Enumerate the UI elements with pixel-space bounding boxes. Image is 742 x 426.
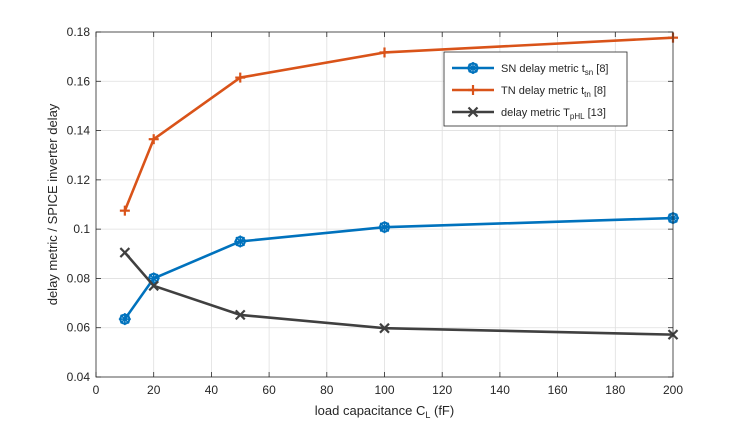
legend: SN delay metric tsn [8]TN delay metric t… [443, 51, 628, 127]
legend-item: SN delay metric tsn [8] [452, 62, 609, 77]
x-tick-label: 160 [548, 383, 568, 397]
marker-spoke [379, 222, 390, 232]
data-point [235, 72, 246, 83]
y-tick-label: 0.08 [67, 271, 91, 285]
marker-spoke [120, 314, 130, 324]
x-tick-label: 180 [605, 383, 625, 397]
x-tick-label: 100 [374, 383, 394, 397]
legend-label: SN delay metric tsn [8] [501, 63, 609, 77]
marker-x-b [148, 280, 159, 292]
data-point [378, 221, 391, 234]
legend-marker [467, 106, 479, 118]
legend-label-sub: tn [584, 90, 591, 99]
marker-x-b [119, 247, 131, 258]
x-tick-label: 40 [205, 383, 219, 397]
y-tick-label: 0.04 [67, 370, 91, 384]
legend-label-main: TN delay metric t [501, 85, 584, 97]
data-point [379, 322, 390, 334]
legend-label-sub: pHL [570, 112, 585, 121]
data-point [234, 235, 247, 248]
data-point [118, 313, 131, 326]
axis-ticks: 0 20 40 60 80 100 120 140 160 180 200 0.04 0.06 0.08 0… [67, 25, 684, 397]
series-layer [118, 32, 679, 340]
x-tick-label: 20 [147, 383, 161, 397]
legend-label-sub: sn [585, 68, 593, 77]
x-tick-label: 0 [93, 383, 100, 397]
data-point [148, 134, 159, 145]
marker-spoke [468, 63, 478, 73]
y-tick-label: 0.16 [67, 74, 91, 88]
x-tick-label: 60 [262, 383, 276, 397]
legend-label: delay metric TpHL [13] [501, 107, 606, 121]
y-axis-label: delay metric / SPICE inverter delay [45, 103, 60, 305]
data-point [234, 309, 246, 321]
legend-label-suffix: [13] [585, 107, 606, 119]
y-tick-label: 0.1 [73, 222, 90, 236]
marker-x-b [234, 309, 246, 321]
y-tick-label: 0.18 [67, 25, 91, 39]
legend-label-suffix: [8] [593, 63, 608, 75]
legend-marker [467, 62, 479, 74]
marker-x-b [467, 106, 479, 118]
legend-marker [468, 85, 478, 95]
data-point [119, 247, 131, 258]
legend-label: TN delay metric ttn [8] [501, 85, 606, 99]
x-tick-label: 140 [490, 383, 510, 397]
data-point [119, 205, 130, 216]
x-axis-label: load capacitance CL (fF) [315, 403, 454, 420]
data-point [148, 280, 159, 292]
legend-label-suffix: [8] [591, 85, 606, 97]
y-tick-label: 0.12 [67, 173, 91, 187]
legend-item: delay metric TpHL [13] [452, 106, 606, 121]
legend-label-main: delay metric T [501, 107, 570, 119]
x-tick-label: 120 [432, 383, 452, 397]
legend-item: TN delay metric ttn [8] [452, 85, 606, 99]
y-tick-label: 0.14 [67, 124, 91, 138]
y-tick-label: 0.06 [67, 321, 91, 335]
marker-x-b [379, 322, 390, 334]
data-point [379, 47, 390, 58]
legend-label-main: SN delay metric t [501, 63, 585, 75]
marker-spoke [235, 236, 246, 247]
x-tick-label: 80 [320, 383, 334, 397]
x-tick-label: 200 [663, 383, 683, 397]
